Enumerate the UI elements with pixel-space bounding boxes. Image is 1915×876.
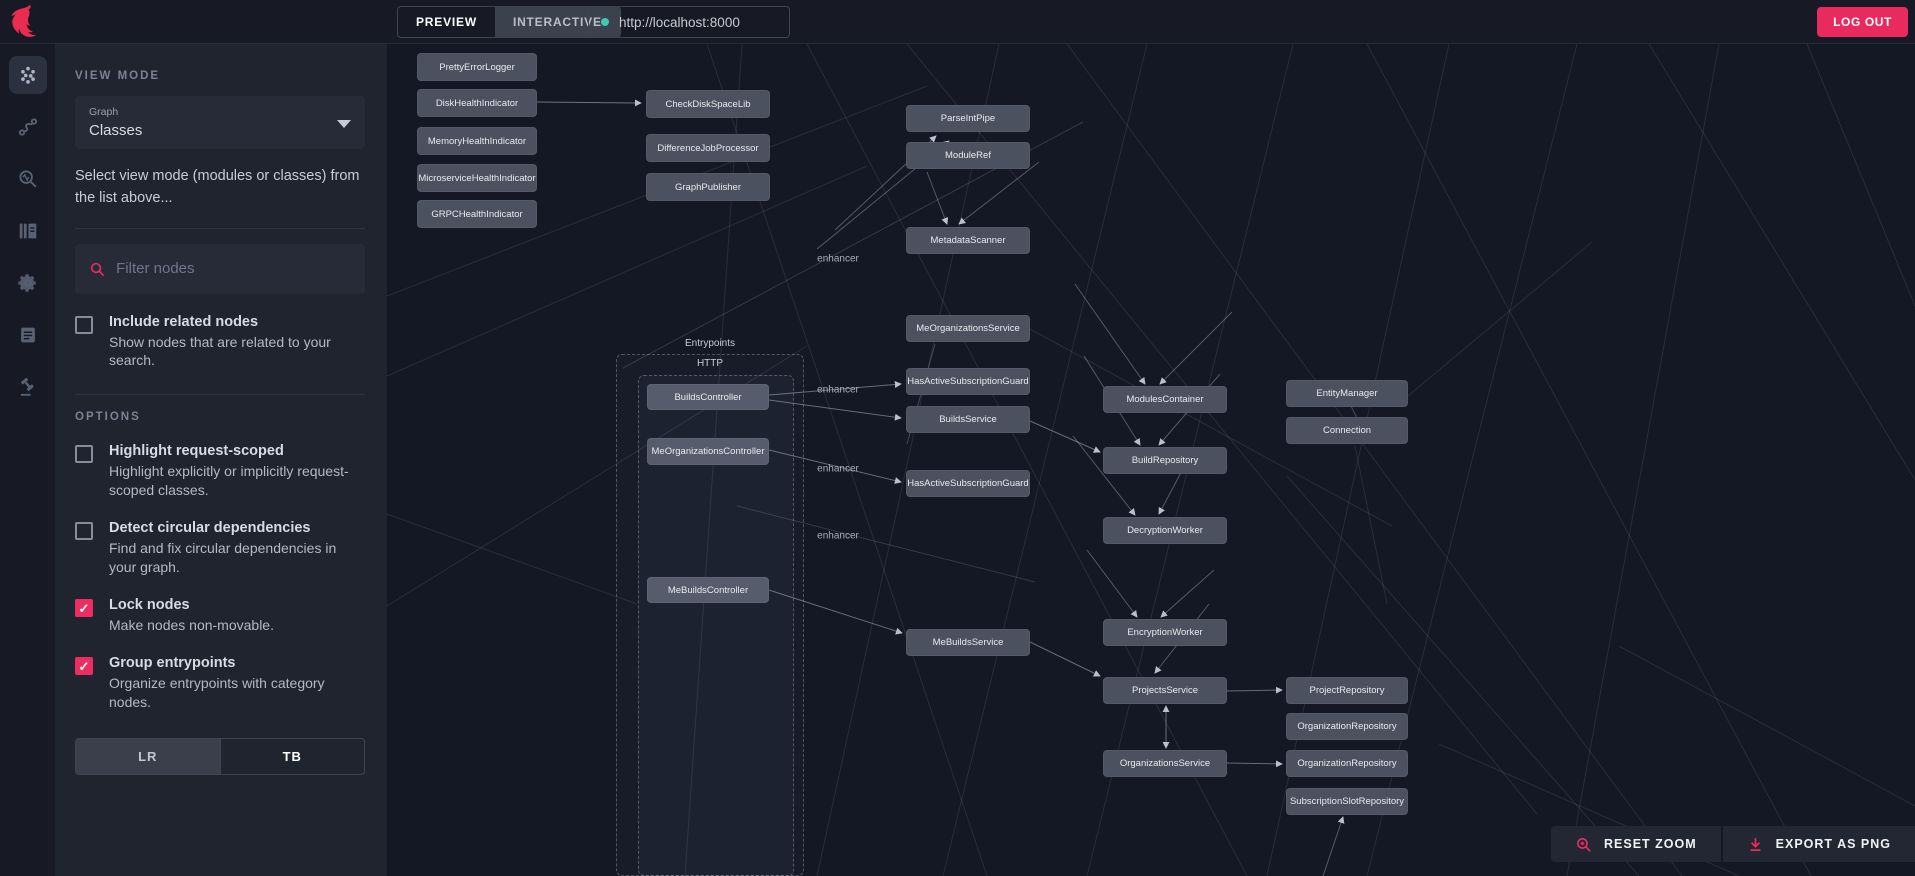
lock-nodes-row: ✓ Lock nodes Make nodes non-movable.	[75, 597, 365, 635]
checkbox-description: Find and fix circular dependencies in yo…	[109, 540, 337, 575]
graph-node[interactable]: Connection	[1286, 417, 1408, 444]
checkbox-title: Detect circular dependencies	[109, 520, 311, 537]
checkbox-title: Group entrypoints	[109, 654, 236, 671]
tab-preview[interactable]: PREVIEW	[416, 15, 477, 29]
status-dot	[601, 18, 609, 26]
checkbox-title: Include related nodes	[109, 313, 259, 330]
graph-node[interactable]: MeOrganizationsController	[647, 438, 769, 465]
zoom-reset-icon	[1577, 837, 1591, 852]
view-tab-group: PREVIEW INTERACTIVE	[397, 6, 621, 38]
detect-circular-checkbox[interactable]	[75, 522, 93, 541]
edge-label: enhancer	[817, 463, 859, 475]
reset-zoom-button[interactable]: RESET ZOOM	[1551, 826, 1721, 862]
detect-circular-row: Detect circular dependencies Find and fi…	[75, 520, 365, 577]
canvas-controls: RESET ZOOM EXPORT AS PNG	[1551, 826, 1915, 862]
highlight-request-scoped-row: Highlight request-scoped Highlight expli…	[75, 443, 365, 500]
sidebar: VIEW MODE Graph Classes Select view mode…	[55, 44, 387, 876]
checkbox-description: Highlight explicitly or implicitly reque…	[109, 463, 349, 499]
graph-node[interactable]: ParseIntPipe	[906, 105, 1030, 132]
log-out-button[interactable]: LOG OUT	[1817, 7, 1908, 37]
library-icon[interactable]	[9, 212, 47, 250]
graph-node[interactable]: OrganizationRepository	[1286, 750, 1408, 777]
graph-node[interactable]: OrganizationRepository	[1286, 713, 1408, 740]
graph-node[interactable]: BuildRepository	[1103, 447, 1227, 474]
layout-direction-toggle: LR TB	[75, 737, 365, 775]
top-bar: PREVIEW INTERACTIVE LOG OUT	[0, 0, 1915, 44]
graph-node[interactable]: GRPCHealthIndicator	[417, 200, 537, 228]
graph-node[interactable]: MicroserviceHealthIndicator	[417, 164, 537, 192]
group-label: Entrypoints	[684, 338, 736, 349]
target-url-field	[588, 6, 790, 38]
view-mode-heading: VIEW MODE	[75, 70, 161, 82]
icon-rail	[0, 44, 55, 876]
edge-label: enhancer	[817, 384, 859, 396]
filter-box	[75, 243, 365, 294]
chevron-down-icon	[337, 120, 351, 128]
graph-mode-select[interactable]: Graph Classes	[75, 96, 365, 149]
direction-tb-button[interactable]: TB	[282, 748, 302, 764]
graph-node[interactable]: EntityManager	[1286, 380, 1408, 407]
document-icon[interactable]	[9, 316, 47, 354]
graph-node[interactable]: ProjectRepository	[1286, 677, 1408, 704]
gear-icon[interactable]	[9, 264, 47, 302]
nestjs-logo-icon	[11, 4, 37, 37]
filter-input[interactable]	[116, 260, 351, 277]
graph-node[interactable]: CheckDiskSpaceLib	[646, 90, 770, 118]
direction-lr-button[interactable]: LR	[76, 738, 221, 774]
options-heading: OPTIONS	[75, 411, 141, 424]
search-icon	[90, 262, 104, 276]
route-icon[interactable]	[9, 108, 47, 146]
graph-node[interactable]: ProjectsService	[1103, 677, 1227, 704]
graph-node[interactable]: OrganizationsService	[1103, 750, 1227, 777]
edge-label: enhancer	[817, 530, 859, 542]
graph-view-icon[interactable]	[8, 56, 47, 94]
graph-node[interactable]: EncryptionWorker	[1103, 619, 1227, 646]
graph-node[interactable]: MeOrganizationsService	[906, 315, 1030, 342]
gavel-icon[interactable]	[9, 368, 47, 406]
graph-node[interactable]: BuildsController	[647, 384, 769, 410]
download-icon	[1750, 837, 1761, 851]
graph-node[interactable]: DecryptionWorker	[1103, 517, 1227, 544]
checkbox-description: Make nodes non-movable.	[109, 616, 274, 633]
divider	[75, 394, 365, 396]
graph-node[interactable]: GraphPublisher	[646, 173, 770, 201]
checkbox-description: Show nodes that are related to your sear…	[109, 333, 331, 369]
group-entrypoints-checkbox[interactable]: ✓	[75, 656, 93, 675]
checkbox-description: Organize entrypoints with category nodes…	[109, 674, 325, 710]
include-related-row: Include related nodes Show nodes that ar…	[75, 314, 365, 371]
checkbox-title: Lock nodes	[109, 596, 190, 613]
select-label: Graph	[89, 106, 119, 118]
url-input[interactable]	[619, 14, 777, 30]
group-entrypoints-row: ✓ Group entrypoints Organize entrypoints…	[75, 655, 365, 712]
checkbox-title: Highlight request-scoped	[109, 443, 284, 460]
highlight-request-scoped-checkbox[interactable]	[75, 445, 93, 464]
graph-node[interactable]: HasActiveSubscriptionGuard	[906, 470, 1030, 497]
graph-node[interactable]: HasActiveSubscriptionGuard	[906, 368, 1030, 395]
lock-nodes-checkbox[interactable]: ✓	[75, 598, 93, 617]
select-value: Classes	[89, 122, 143, 139]
tab-interactive[interactable]: INTERACTIVE	[494, 7, 620, 37]
graph-canvas[interactable]: PrettyErrorLogger DiskHealthIndicator Memo…	[387, 44, 1915, 876]
graph-node[interactable]: DiskHealthIndicator	[417, 89, 537, 117]
inspect-activity-icon[interactable]	[9, 160, 47, 198]
include-related-checkbox[interactable]	[75, 315, 93, 334]
edge-label: enhancer	[817, 253, 859, 265]
graph-node[interactable]: MeBuildsService	[906, 629, 1030, 656]
graph-node[interactable]: DifferenceJobProcessor	[646, 134, 770, 162]
graph-node[interactable]: MetadataScanner	[906, 227, 1030, 254]
graph-node[interactable]: ModulesContainer	[1103, 386, 1227, 413]
divider	[75, 227, 365, 229]
graph-node[interactable]: PrettyErrorLogger	[417, 53, 537, 81]
graph-node[interactable]: BuildsService	[906, 406, 1030, 433]
view-mode-hint: Select view mode (modules or classes) fr…	[75, 168, 360, 206]
graph-node[interactable]: ModuleRef	[906, 142, 1030, 169]
export-png-button[interactable]: EXPORT AS PNG	[1722, 826, 1915, 862]
graph-node[interactable]: SubscriptionSlotRepository	[1286, 788, 1408, 815]
graph-node[interactable]: MeBuildsController	[647, 577, 769, 603]
graph-node[interactable]: MemoryHealthIndicator	[417, 127, 537, 155]
group-label: HTTP	[696, 358, 724, 369]
